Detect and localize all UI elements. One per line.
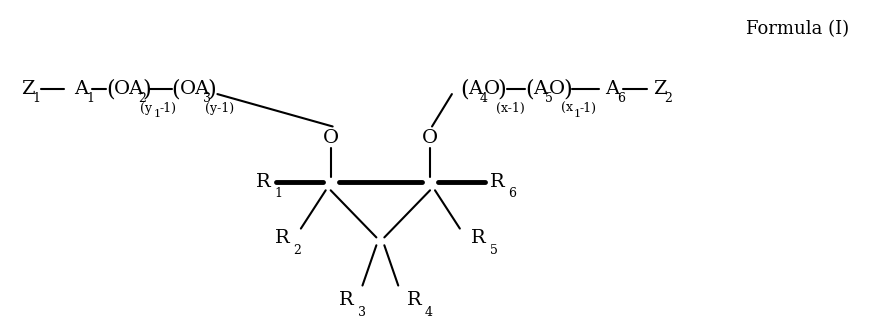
Text: O: O (422, 129, 438, 147)
Text: R: R (407, 291, 422, 309)
Text: 3: 3 (357, 306, 366, 318)
Text: Z: Z (652, 80, 666, 98)
Text: 1: 1 (274, 187, 282, 200)
Text: 5: 5 (490, 244, 497, 257)
Text: 1: 1 (86, 92, 94, 106)
Text: 6: 6 (509, 187, 517, 200)
Text: R: R (471, 229, 486, 247)
Text: A: A (533, 80, 548, 98)
Text: O: O (322, 129, 339, 147)
Text: A: A (74, 80, 89, 98)
Text: ): ) (564, 78, 572, 100)
Text: (: ( (460, 78, 469, 100)
Text: A: A (468, 80, 482, 98)
Text: ): ) (497, 78, 506, 100)
Text: O: O (550, 80, 565, 98)
Text: (: ( (172, 78, 180, 100)
Text: R: R (339, 291, 354, 309)
Text: 3: 3 (204, 91, 212, 105)
Text: 6: 6 (617, 92, 625, 106)
Text: 1: 1 (154, 109, 161, 119)
Text: 2: 2 (665, 92, 672, 106)
Text: Formula (I): Formula (I) (746, 20, 849, 38)
Text: ): ) (207, 78, 216, 100)
Text: (: ( (525, 78, 534, 100)
Text: 4: 4 (480, 91, 488, 105)
Text: Z: Z (21, 80, 34, 98)
Text: 1: 1 (32, 92, 41, 106)
Text: 4: 4 (425, 306, 433, 318)
Text: (x-1): (x-1) (496, 102, 524, 115)
Text: (x: (x (561, 102, 573, 115)
Text: (y-1): (y-1) (206, 102, 234, 115)
Text: R: R (256, 173, 271, 192)
Text: 5: 5 (545, 91, 553, 105)
Text: -1): -1) (579, 102, 596, 115)
Text: 1: 1 (574, 109, 581, 119)
Text: 2: 2 (293, 244, 300, 257)
Text: 2: 2 (138, 91, 145, 105)
Text: OA: OA (114, 80, 145, 98)
Text: -1): -1) (159, 102, 177, 115)
Text: OA: OA (179, 80, 210, 98)
Text: ): ) (142, 78, 151, 100)
Text: (y: (y (140, 102, 152, 115)
Text: O: O (483, 80, 500, 98)
Text: (: ( (106, 78, 115, 100)
Text: R: R (490, 173, 505, 192)
Text: R: R (274, 229, 289, 247)
Text: A: A (605, 80, 619, 98)
